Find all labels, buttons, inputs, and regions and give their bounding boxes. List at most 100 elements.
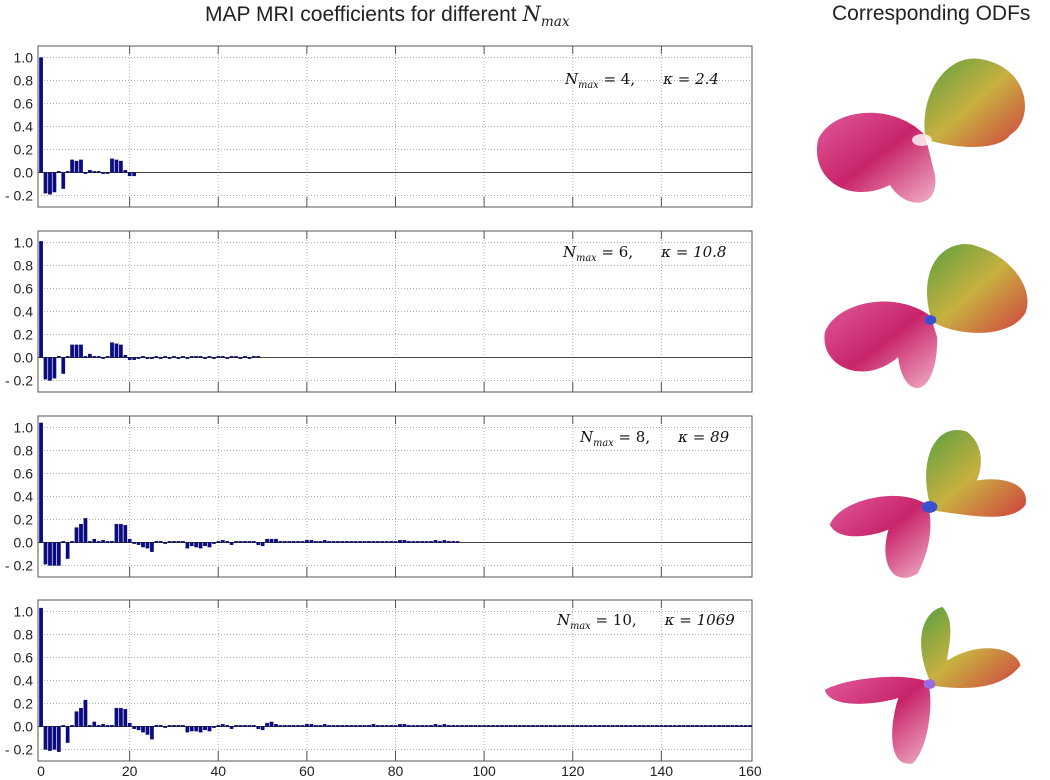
bar [602,725,606,727]
y-tick-label: 0.6 [14,281,34,297]
bar [119,523,123,543]
bar [216,725,221,727]
x-tick-label: 20 [122,763,138,779]
bar [376,541,380,543]
bar [87,353,92,358]
bar [238,725,243,727]
bar [322,540,327,543]
bar [282,541,287,543]
bar [110,158,114,173]
annotation-panel-4: Nmax = 10, κ = 1069 [557,611,735,632]
bar [176,725,181,727]
bar [127,172,132,177]
bar [229,542,234,545]
bar [234,356,238,358]
y-tick-label: 0.2 [14,512,34,528]
bar [438,725,442,727]
bar [562,725,566,727]
odf-image-4 [824,606,1021,764]
bar [517,725,522,727]
bar [508,725,513,727]
bar [455,541,460,543]
bar [220,540,225,543]
y-tick-label: 1.0 [14,604,34,620]
chart-title: MAP MRI coefficients for different Nmax [205,2,570,30]
anno-kappa: κ = 89 [678,428,730,446]
bar [101,172,105,174]
bar [150,726,154,740]
bar [641,725,646,727]
bar [52,172,57,193]
bar [681,725,686,727]
bar [358,541,363,543]
bar [712,725,717,727]
bar [721,725,726,727]
bar [349,541,354,543]
bar [154,725,159,727]
bar [225,357,230,359]
anno-sub: max [593,438,614,449]
bar [185,726,190,733]
anno-var: N [557,611,571,629]
bar [389,541,394,543]
bar [575,725,580,727]
bar [331,725,336,727]
bar [251,541,256,543]
bar [127,538,132,543]
bar [225,541,230,543]
bar [70,725,74,727]
bar [48,357,52,381]
bar [79,159,83,173]
bar [185,357,190,359]
bar [234,541,238,543]
bar [61,357,66,374]
anno-var: N [565,70,579,88]
bar [699,725,704,727]
bar [203,542,207,547]
bar [154,541,159,543]
bar [336,541,340,543]
bar [548,725,553,727]
bar [176,541,181,543]
bar [504,725,509,727]
anno-var: N [580,428,594,446]
bar [167,541,172,543]
bar [61,725,66,727]
bar [61,172,66,189]
bar [101,540,105,543]
bar [424,725,429,727]
bar [216,541,221,543]
bar [531,725,535,727]
x-tick-label: 100 [472,763,496,779]
bar [686,725,690,727]
bar [455,725,460,727]
bar [83,172,88,174]
bar [309,724,314,727]
x-tick-label: 120 [561,763,585,779]
y-tick-label: 0.0 [14,535,34,551]
bar [371,541,376,543]
bar [345,541,349,543]
bar [83,356,88,358]
y-tick-label: - 0.2 [5,188,33,204]
bar [389,725,394,727]
bar [119,160,123,173]
bar [309,540,314,543]
bar [597,725,602,727]
bar [367,541,371,543]
bar [145,357,150,359]
bar [92,356,97,358]
bar [52,726,57,750]
y-tick-label: - 0.2 [5,742,33,758]
bar [260,726,265,731]
bar [181,541,185,543]
bar [296,725,300,727]
bar [79,344,83,358]
bar [358,725,363,727]
bar [380,541,385,543]
bar [708,725,713,727]
bar [79,707,83,727]
bar [48,542,52,566]
bar [87,541,92,543]
title-text: MAP MRI coefficients for different [205,3,523,26]
